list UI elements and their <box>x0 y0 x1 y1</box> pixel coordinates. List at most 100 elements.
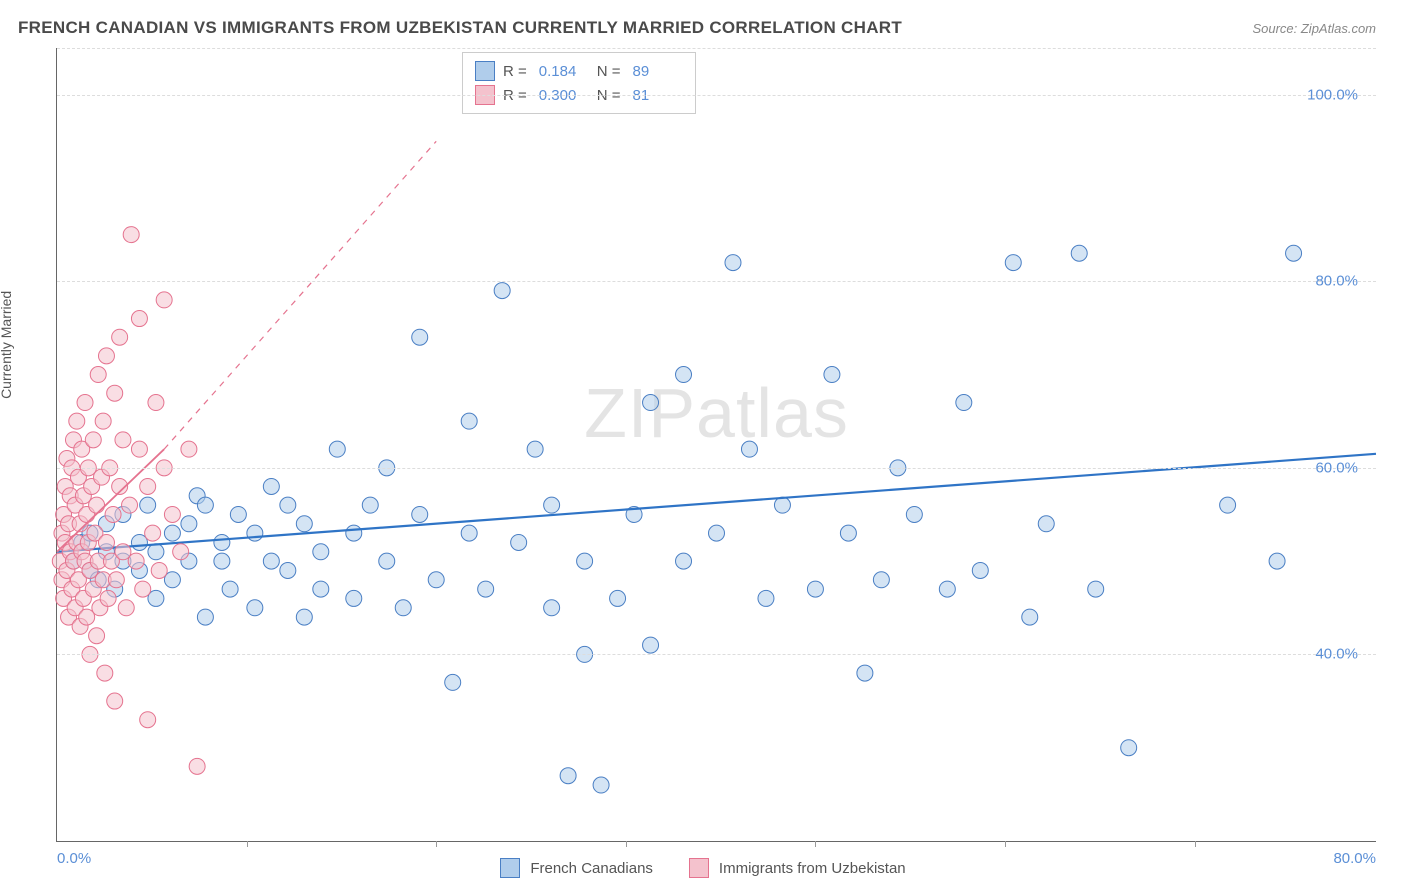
data-point <box>148 544 164 560</box>
data-point <box>643 637 659 653</box>
data-point <box>577 553 593 569</box>
data-point <box>296 516 312 532</box>
data-point <box>247 600 263 616</box>
data-point <box>173 544 189 560</box>
data-point <box>544 600 560 616</box>
data-point <box>135 581 151 597</box>
data-point <box>939 581 955 597</box>
data-point <box>230 506 246 522</box>
y-tick-label: 40.0% <box>1315 646 1358 663</box>
data-point <box>89 628 105 644</box>
data-point <box>1220 497 1236 513</box>
data-point <box>313 581 329 597</box>
data-point <box>263 553 279 569</box>
source-attribution: Source: ZipAtlas.com <box>1252 21 1376 36</box>
data-point <box>873 572 889 588</box>
data-point <box>610 590 626 606</box>
y-tick-label: 80.0% <box>1315 273 1358 290</box>
data-point <box>1121 740 1137 756</box>
data-point <box>131 311 147 327</box>
data-point <box>97 665 113 681</box>
data-point <box>131 441 147 457</box>
data-point <box>412 506 428 522</box>
data-point <box>676 367 692 383</box>
data-point <box>511 534 527 550</box>
data-point <box>478 581 494 597</box>
data-point <box>69 413 85 429</box>
data-point <box>412 329 428 345</box>
data-point <box>643 395 659 411</box>
data-point <box>77 395 93 411</box>
data-point <box>296 609 312 625</box>
chart-area: Currently Married ZIPatlas R = 0.184 N =… <box>18 48 1376 842</box>
data-point <box>972 562 988 578</box>
data-point <box>1269 553 1285 569</box>
data-point <box>140 478 156 494</box>
legend-swatch <box>500 858 520 878</box>
data-point <box>164 506 180 522</box>
data-point <box>128 553 144 569</box>
data-point <box>741 441 757 457</box>
data-point <box>1286 245 1302 261</box>
data-point <box>197 609 213 625</box>
legend-swatch <box>475 61 495 81</box>
data-point <box>148 395 164 411</box>
data-point <box>395 600 411 616</box>
y-tick-label: 60.0% <box>1315 459 1358 476</box>
data-point <box>108 572 124 588</box>
y-axis-label: Currently Married <box>0 291 14 399</box>
data-point <box>807 581 823 597</box>
legend-item: Immigrants from Uzbekistan <box>689 858 906 878</box>
data-point <box>189 758 205 774</box>
stats-legend-box: R = 0.184 N = 89 R = 0.300 N = 81 <box>462 52 696 114</box>
data-point <box>313 544 329 560</box>
data-point <box>346 525 362 541</box>
data-point <box>379 553 395 569</box>
legend-label: French Canadians <box>530 860 653 877</box>
data-point <box>956 395 972 411</box>
data-point <box>280 497 296 513</box>
data-point <box>1022 609 1038 625</box>
data-point <box>145 525 161 541</box>
data-point <box>857 665 873 681</box>
data-point <box>122 497 138 513</box>
data-point <box>263 478 279 494</box>
data-point <box>527 441 543 457</box>
data-point <box>214 534 230 550</box>
data-point <box>1005 255 1021 271</box>
data-point <box>107 693 123 709</box>
data-point <box>461 525 477 541</box>
data-point <box>280 562 296 578</box>
data-point <box>105 506 121 522</box>
data-point <box>222 581 238 597</box>
data-point <box>181 516 197 532</box>
data-point <box>428 572 444 588</box>
data-point <box>112 329 128 345</box>
data-point <box>593 777 609 793</box>
bottom-legend: French Canadians Immigrants from Uzbekis… <box>0 858 1406 878</box>
plot-region: ZIPatlas R = 0.184 N = 89 R = 0.300 N = … <box>56 48 1376 842</box>
data-point <box>329 441 345 457</box>
data-point <box>544 497 560 513</box>
data-point <box>85 432 101 448</box>
data-point <box>123 227 139 243</box>
data-point <box>98 534 114 550</box>
data-point <box>115 432 131 448</box>
data-point <box>906 506 922 522</box>
data-point <box>100 590 116 606</box>
legend-label: Immigrants from Uzbekistan <box>719 860 906 877</box>
scatter-svg <box>57 48 1376 841</box>
data-point <box>107 385 123 401</box>
data-point <box>140 712 156 728</box>
data-point <box>840 525 856 541</box>
data-point <box>197 497 213 513</box>
data-point <box>151 562 167 578</box>
data-point <box>164 525 180 541</box>
chart-title: FRENCH CANADIAN VS IMMIGRANTS FROM UZBEK… <box>18 18 902 38</box>
data-point <box>140 497 156 513</box>
data-point <box>560 768 576 784</box>
r-value: 0.184 <box>539 63 589 80</box>
r-label: R = <box>503 63 527 80</box>
data-point <box>156 292 172 308</box>
data-point <box>95 413 111 429</box>
